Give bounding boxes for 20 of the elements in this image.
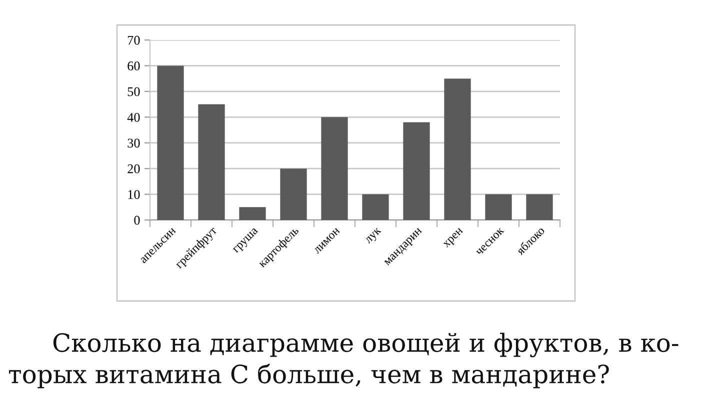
bar [362,194,389,220]
y-tick-label: 40 [127,112,140,122]
y-tick-label: 50 [128,87,140,96]
bar [403,122,430,220]
bar [157,66,184,220]
y-tick-label: 70 [128,36,140,45]
y-tick-label: 20 [128,164,140,174]
x-tick-label: лук [365,227,384,246]
bar [321,117,348,220]
bar [485,194,512,220]
bar [198,104,225,220]
bar [526,194,553,220]
bar [444,78,471,220]
y-tick-label: 60 [128,62,140,70]
y-tick-label: 0 [134,216,140,225]
y-tick-label: 30 [128,138,140,148]
bar [239,207,266,220]
bar [280,168,307,220]
text: Сколько на диаграмме овощей и фруктов, в ко- торых витамина С больше, чем в мандарине? [9,332,678,388]
y-tick-label: 10 [128,190,140,199]
